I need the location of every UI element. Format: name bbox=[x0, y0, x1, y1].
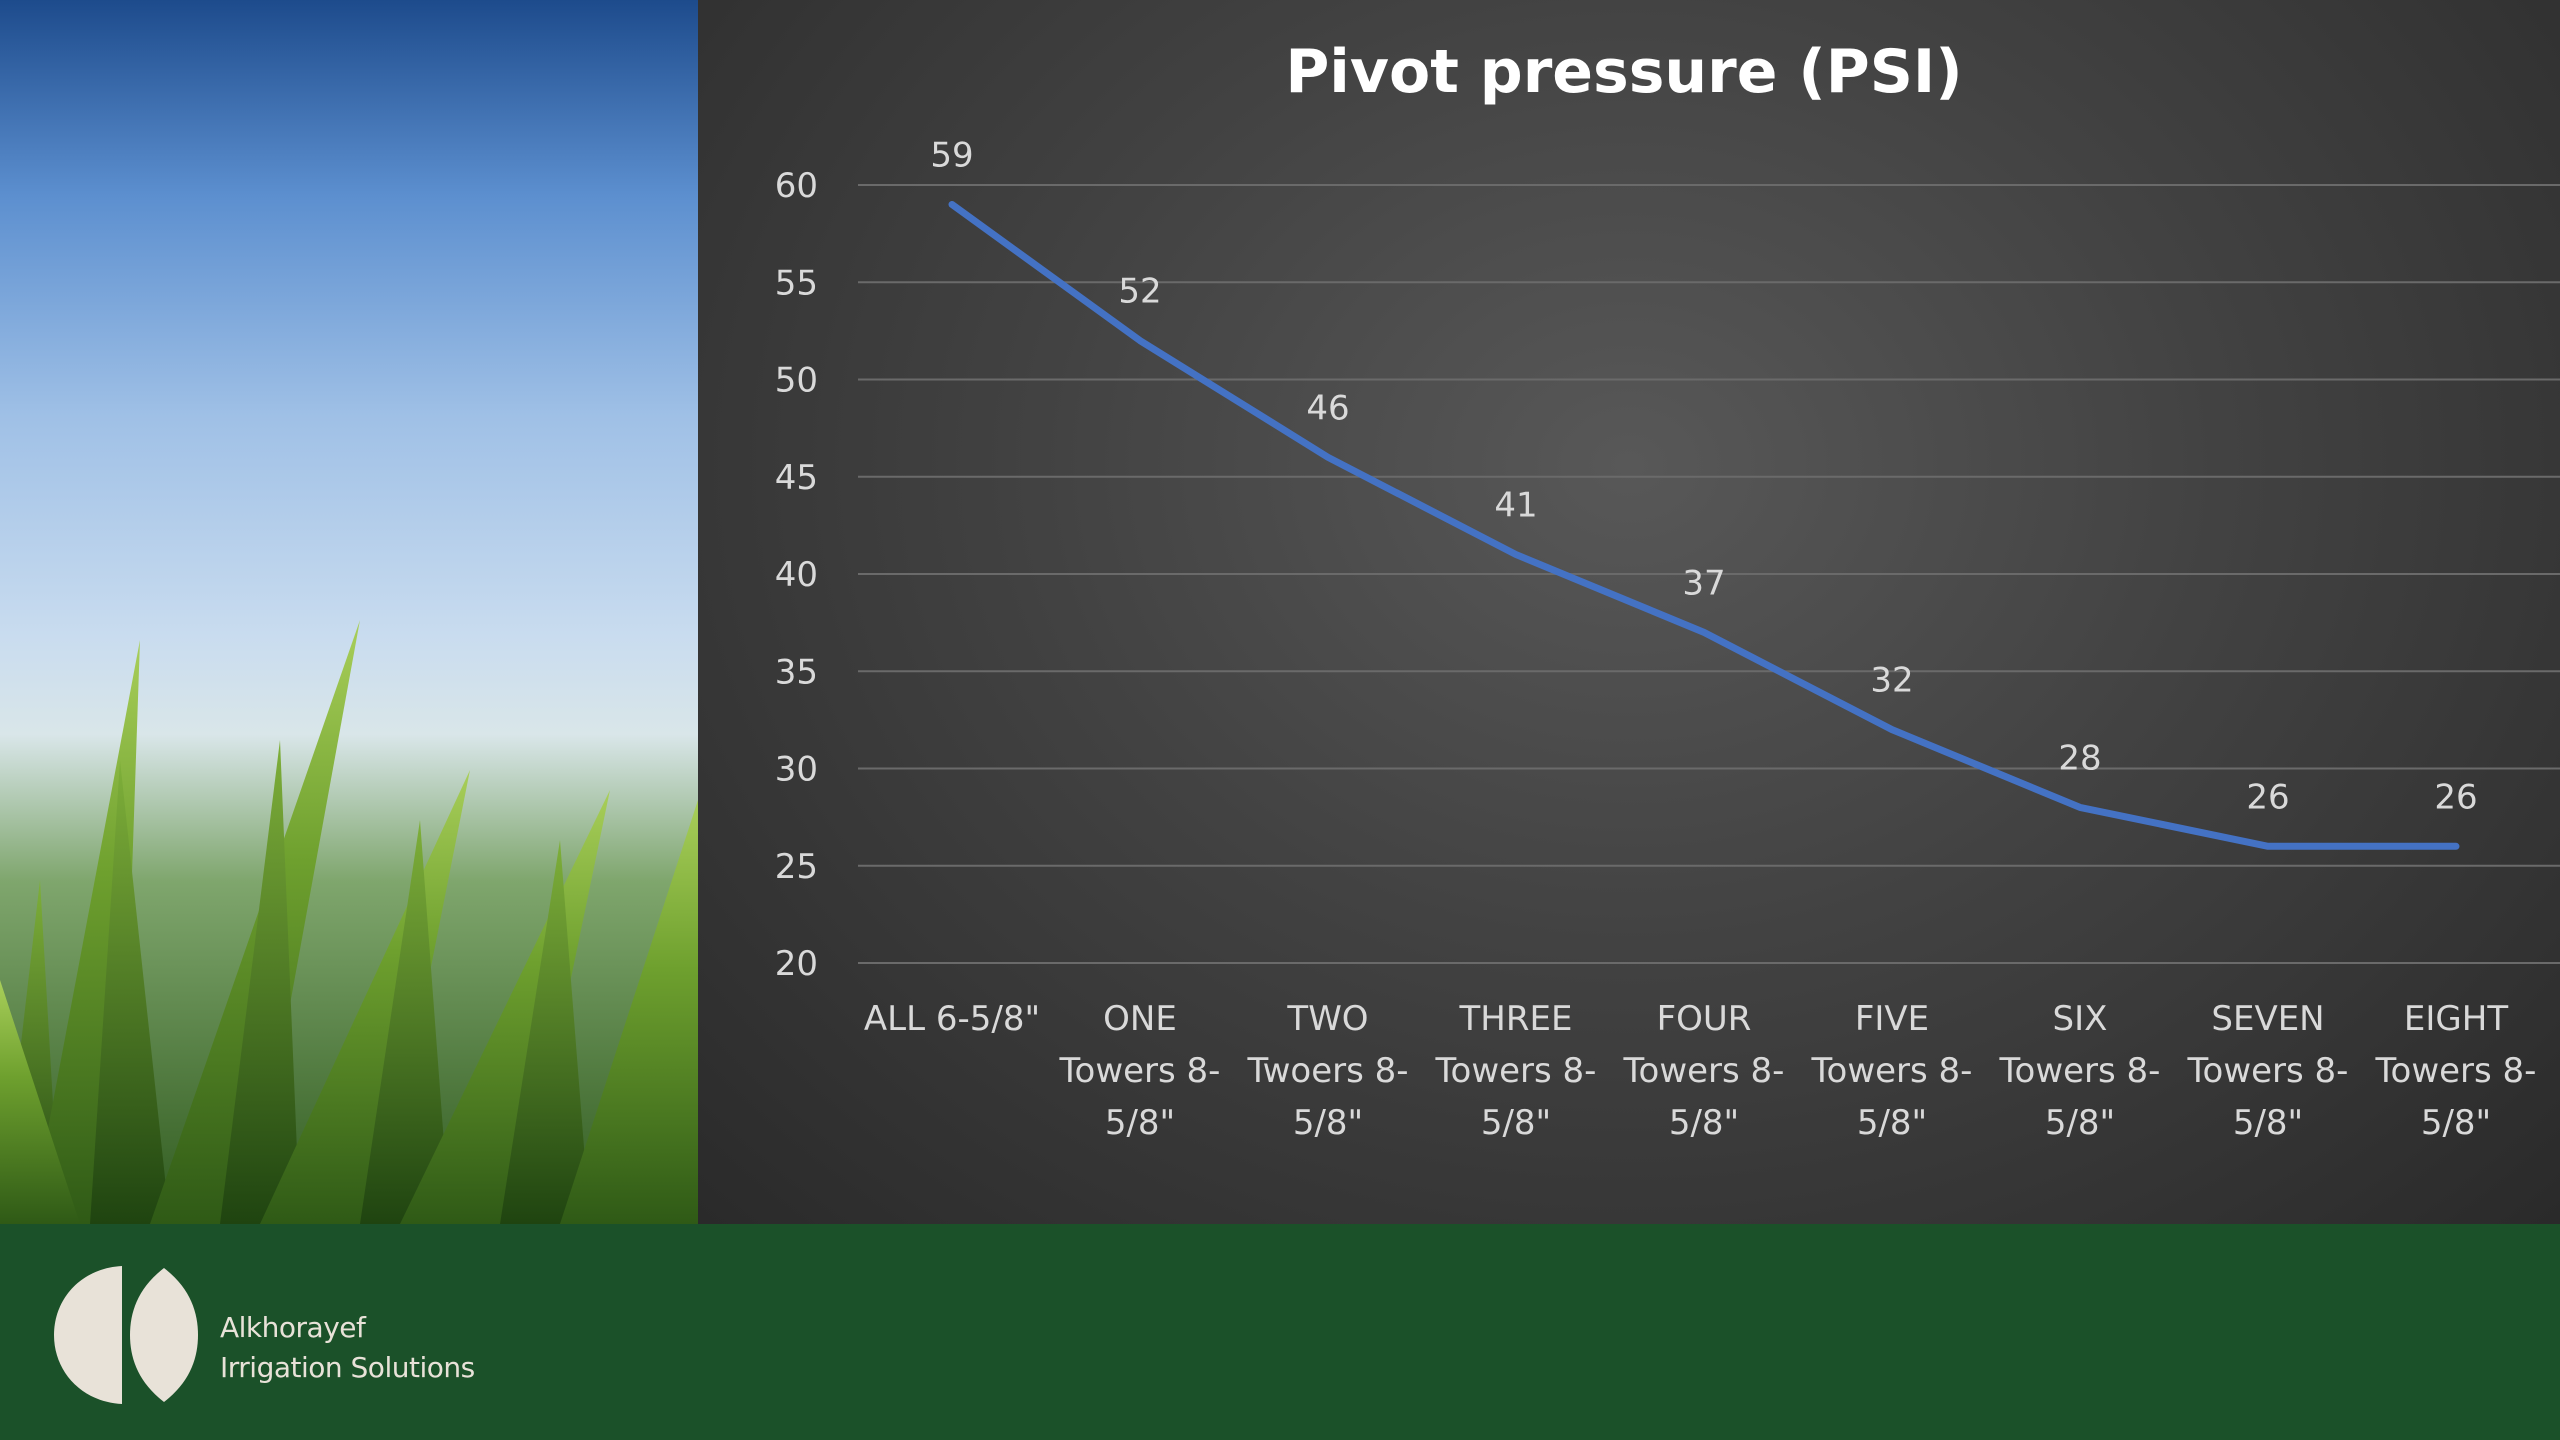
x-tick-label-line: 5/8" bbox=[1669, 1103, 1739, 1143]
x-tick-label: SIX Towers 8- 5/8" bbox=[1999, 999, 2161, 1143]
x-tick-label-line: SEVEN bbox=[2211, 999, 2324, 1039]
brand-name: Alkhorayef Irrigation Solutions bbox=[220, 1308, 475, 1388]
data-point bbox=[1137, 337, 1143, 344]
x-tick-label-line: FOUR bbox=[1657, 999, 1752, 1039]
x-tick-label: FIVE Towers 8- 5/8" bbox=[1811, 999, 1973, 1143]
x-tick-label: TWO Twoers 8- 5/8" bbox=[1246, 999, 1408, 1143]
x-tick-label-line: 5/8" bbox=[2421, 1103, 2491, 1143]
x-tick-label-line: Towers 8- bbox=[1059, 1051, 1221, 1091]
data-point bbox=[2077, 804, 2083, 811]
line-chart: Pivot pressure (PSI) 202530354045505560 … bbox=[775, 37, 2560, 1143]
x-tick-label-line: ONE bbox=[1103, 999, 1177, 1039]
x-tick-label-line: 5/8" bbox=[1857, 1103, 1927, 1143]
grass-photo bbox=[0, 0, 698, 1224]
x-tick-label-line: Towers 8- bbox=[2187, 1051, 2349, 1091]
data-point bbox=[1513, 551, 1519, 558]
y-tick-label: 20 bbox=[775, 944, 818, 984]
x-tick-label-line: Twoers 8- bbox=[1246, 1051, 1408, 1091]
x-tick-label: ONE Towers 8- 5/8" bbox=[1059, 999, 1221, 1143]
chart-panel: Pivot pressure (PSI) 20 25 30 35 40 45 50 55 60 … bbox=[698, 0, 2560, 1224]
x-tick-label-line: 5/8" bbox=[1293, 1103, 1363, 1143]
x-tick-label: THREE Towers 8- 5/8" bbox=[1435, 999, 1597, 1143]
x-tick-label-line: Towers 8- bbox=[1435, 1051, 1597, 1091]
brand-line-2: Irrigation Solutions bbox=[220, 1351, 475, 1384]
data-label: 52 bbox=[1118, 272, 1161, 312]
x-tick-label-line: SIX bbox=[2053, 999, 2108, 1039]
series-line bbox=[948, 200, 2460, 850]
y-tick-label: 35 bbox=[775, 652, 818, 692]
data-point bbox=[1701, 629, 1707, 636]
x-tick-label-line: Towers 8- bbox=[1811, 1051, 1973, 1091]
x-tick-label-line: Towers 8- bbox=[1623, 1051, 1785, 1091]
x-tick-label-line: 5/8" bbox=[2045, 1103, 2115, 1143]
x-tick-label-line: 5/8" bbox=[1105, 1103, 1175, 1143]
data-point bbox=[949, 201, 955, 208]
x-tick-label-line: 5/8" bbox=[1481, 1103, 1551, 1143]
y-tick-label: 40 bbox=[775, 555, 818, 595]
x-tick-label-line: EIGHT bbox=[2404, 999, 2508, 1039]
data-label: 26 bbox=[2434, 777, 2477, 817]
x-tick-label-line: Towers 8- bbox=[1999, 1051, 2161, 1091]
data-label: 59 bbox=[930, 135, 973, 175]
chart-title: Pivot pressure (PSI) bbox=[1285, 37, 1962, 107]
x-tick-label-line: 5/8" bbox=[2233, 1103, 2303, 1143]
x-tick-label: EIGHT Towers 8- 5/8" bbox=[2375, 999, 2537, 1143]
x-tick-label-line: ALL 6-5/8" bbox=[864, 999, 1040, 1039]
y-tick-label: 60 bbox=[775, 166, 818, 206]
data-label: 37 bbox=[1682, 563, 1725, 603]
x-tick-label-line: FIVE bbox=[1855, 999, 1929, 1039]
y-tick-label: 30 bbox=[775, 750, 818, 790]
grass-photo-icon bbox=[0, 620, 698, 1224]
data-point bbox=[2453, 843, 2459, 850]
x-tick-label-line: THREE bbox=[1459, 999, 1573, 1039]
x-tick-label-line: Towers 8- bbox=[2375, 1051, 2537, 1091]
y-tick-label: 55 bbox=[775, 263, 818, 303]
y-tick-label: 45 bbox=[775, 458, 818, 498]
data-label: 32 bbox=[1870, 661, 1913, 701]
data-label: 41 bbox=[1494, 486, 1537, 526]
y-tick-label: 50 bbox=[775, 361, 818, 401]
x-tick-label: FOUR Towers 8- 5/8" bbox=[1623, 999, 1785, 1143]
data-point bbox=[1325, 454, 1331, 461]
y-tick-label: 25 bbox=[775, 847, 818, 887]
data-label: 46 bbox=[1306, 388, 1349, 428]
footer-bar: Alkhorayef Irrigation Solutions bbox=[0, 1224, 2560, 1440]
data-label: 28 bbox=[2058, 738, 2101, 778]
x-tick-label: ALL 6-5/8" bbox=[864, 999, 1040, 1039]
x-tick-label: SEVEN Towers 8- 5/8" bbox=[2187, 999, 2349, 1143]
brand-line-1: Alkhorayef bbox=[220, 1311, 366, 1344]
data-point bbox=[2265, 843, 2271, 850]
brand-logo-icon bbox=[54, 1266, 198, 1404]
data-label: 26 bbox=[2246, 777, 2289, 817]
x-tick-label-line: TWO bbox=[1286, 999, 1368, 1039]
data-point bbox=[1889, 726, 1895, 733]
